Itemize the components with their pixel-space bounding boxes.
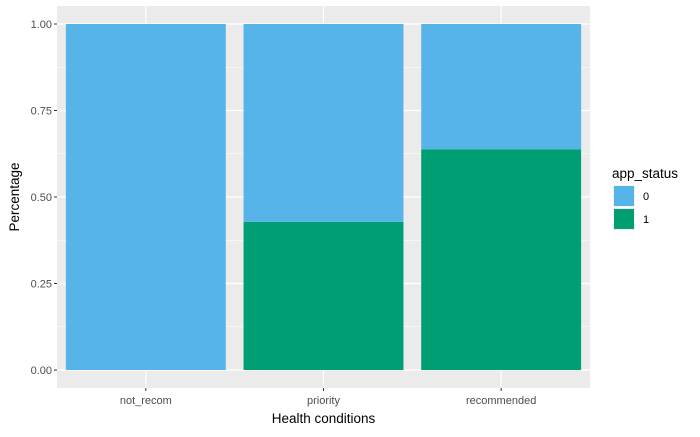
y-tick-label: 0.25	[31, 279, 52, 291]
bar-priority-status-0	[243, 24, 404, 222]
y-axis-title: Percentage	[7, 162, 22, 231]
x-axis-title: Health conditions	[272, 411, 376, 426]
x-axis: not_recom priority recommended	[120, 388, 536, 407]
legend: app_status 0 1	[612, 166, 678, 230]
x-tick-label: priority	[307, 395, 341, 407]
y-tick-label: 0.75	[31, 106, 52, 118]
legend-label-1: 1	[643, 214, 649, 226]
bar-not_recom-status-0	[65, 24, 226, 370]
bars	[65, 24, 582, 370]
bar-recommended-status-1	[421, 149, 582, 370]
x-tick-label: recommended	[466, 395, 536, 407]
y-tick-label: 0.00	[31, 365, 52, 377]
y-tick-label: 1.00	[31, 19, 52, 31]
bar-priority-status-1	[243, 221, 404, 370]
legend-label-0: 0	[643, 191, 649, 203]
y-axis: 0.00 0.25 0.50 0.75 1.00	[31, 19, 57, 377]
x-tick-label: not_recom	[120, 395, 172, 407]
y-tick-label: 0.50	[31, 192, 52, 204]
legend-title: app_status	[612, 166, 678, 181]
legend-swatch-0	[614, 186, 634, 206]
legend-swatch-1	[614, 209, 634, 229]
bar-recommended-status-0	[421, 24, 582, 150]
